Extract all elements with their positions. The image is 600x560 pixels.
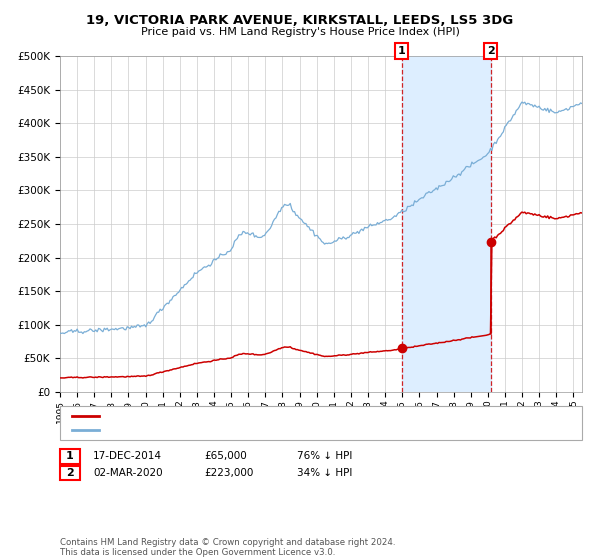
Text: 19, VICTORIA PARK AVENUE, KIRKSTALL, LEEDS, LS5 3DG (detached house): 19, VICTORIA PARK AVENUE, KIRKSTALL, LEE… [103, 411, 472, 421]
Text: 02-MAR-2020: 02-MAR-2020 [93, 468, 163, 478]
Text: HPI: Average price, detached house, Leeds: HPI: Average price, detached house, Leed… [103, 425, 313, 435]
Text: 2: 2 [66, 468, 74, 478]
Text: 17-DEC-2014: 17-DEC-2014 [93, 451, 162, 461]
Text: 34% ↓ HPI: 34% ↓ HPI [297, 468, 352, 478]
Text: 19, VICTORIA PARK AVENUE, KIRKSTALL, LEEDS, LS5 3DG: 19, VICTORIA PARK AVENUE, KIRKSTALL, LEE… [86, 14, 514, 27]
Text: £223,000: £223,000 [204, 468, 253, 478]
Text: 2: 2 [487, 46, 494, 56]
Text: 76% ↓ HPI: 76% ↓ HPI [297, 451, 352, 461]
Text: 1: 1 [66, 451, 74, 461]
Text: Price paid vs. HM Land Registry's House Price Index (HPI): Price paid vs. HM Land Registry's House … [140, 27, 460, 37]
Bar [401, 56, 491, 392]
Text: £65,000: £65,000 [204, 451, 247, 461]
Text: 1: 1 [398, 46, 406, 56]
Text: Contains HM Land Registry data © Crown copyright and database right 2024.
This d: Contains HM Land Registry data © Crown c… [60, 538, 395, 557]
